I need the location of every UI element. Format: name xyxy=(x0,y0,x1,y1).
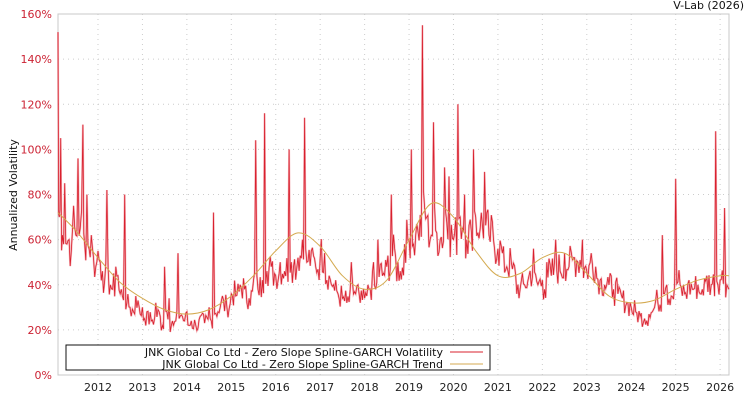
y-tick-label: 100% xyxy=(21,143,52,156)
x-axis-ticks: 2012 2013 2014 2015 2016 2017 2018 2019 2020 2021… xyxy=(84,381,734,394)
x-tick-label: 2020 xyxy=(439,381,467,394)
y-tick-label: 140% xyxy=(21,53,52,66)
x-tick-label: 2017 xyxy=(306,381,334,394)
y-tick-label: 0% xyxy=(35,369,52,382)
volatility-line-shadow xyxy=(57,25,730,334)
x-tick-label: 2021 xyxy=(484,381,512,394)
y-axis-ticks: 0% 20% 40% 60% 80% 100% 120% 140% 160% xyxy=(21,8,52,382)
y-tick-label: 80% xyxy=(28,189,52,202)
grid-lines xyxy=(58,14,729,375)
x-tick-label: 2015 xyxy=(217,381,245,394)
x-tick-label: 2018 xyxy=(351,381,379,394)
legend: JNK Global Co Ltd - Zero Slope Spline-GA… xyxy=(65,344,491,371)
y-tick-label: 60% xyxy=(28,234,52,247)
legend-box xyxy=(65,344,491,371)
x-tick-label: 2026 xyxy=(706,381,734,394)
x-tick-label: 2024 xyxy=(617,381,645,394)
y-tick-label: 20% xyxy=(28,324,52,337)
legend-label-volatility: JNK Global Co Ltd - Zero Slope Spline-GA… xyxy=(144,346,444,359)
x-tick-label: 2013 xyxy=(128,381,156,394)
y-tick-label: 120% xyxy=(21,98,52,111)
x-tick-label: 2012 xyxy=(84,381,112,394)
legend-label-trend: JNK Global Co Ltd - Zero Slope Spline-GA… xyxy=(161,358,443,371)
y-axis-label: Annualized Volatility xyxy=(7,139,20,251)
credit-label: V-Lab (2026) xyxy=(673,0,744,12)
x-tick-label: 2019 xyxy=(395,381,423,394)
x-tick-label: 2025 xyxy=(662,381,690,394)
x-tick-label: 2016 xyxy=(262,381,290,394)
x-tick-label: 2023 xyxy=(573,381,601,394)
volatility-line xyxy=(57,25,730,333)
trend-line xyxy=(57,202,730,315)
y-tick-label: 160% xyxy=(21,8,52,21)
x-tick-label: 2014 xyxy=(173,381,201,394)
y-tick-label: 40% xyxy=(28,279,52,292)
trend-series xyxy=(57,202,730,315)
x-tick-label: 2022 xyxy=(528,381,556,394)
volatility-series xyxy=(57,25,730,334)
